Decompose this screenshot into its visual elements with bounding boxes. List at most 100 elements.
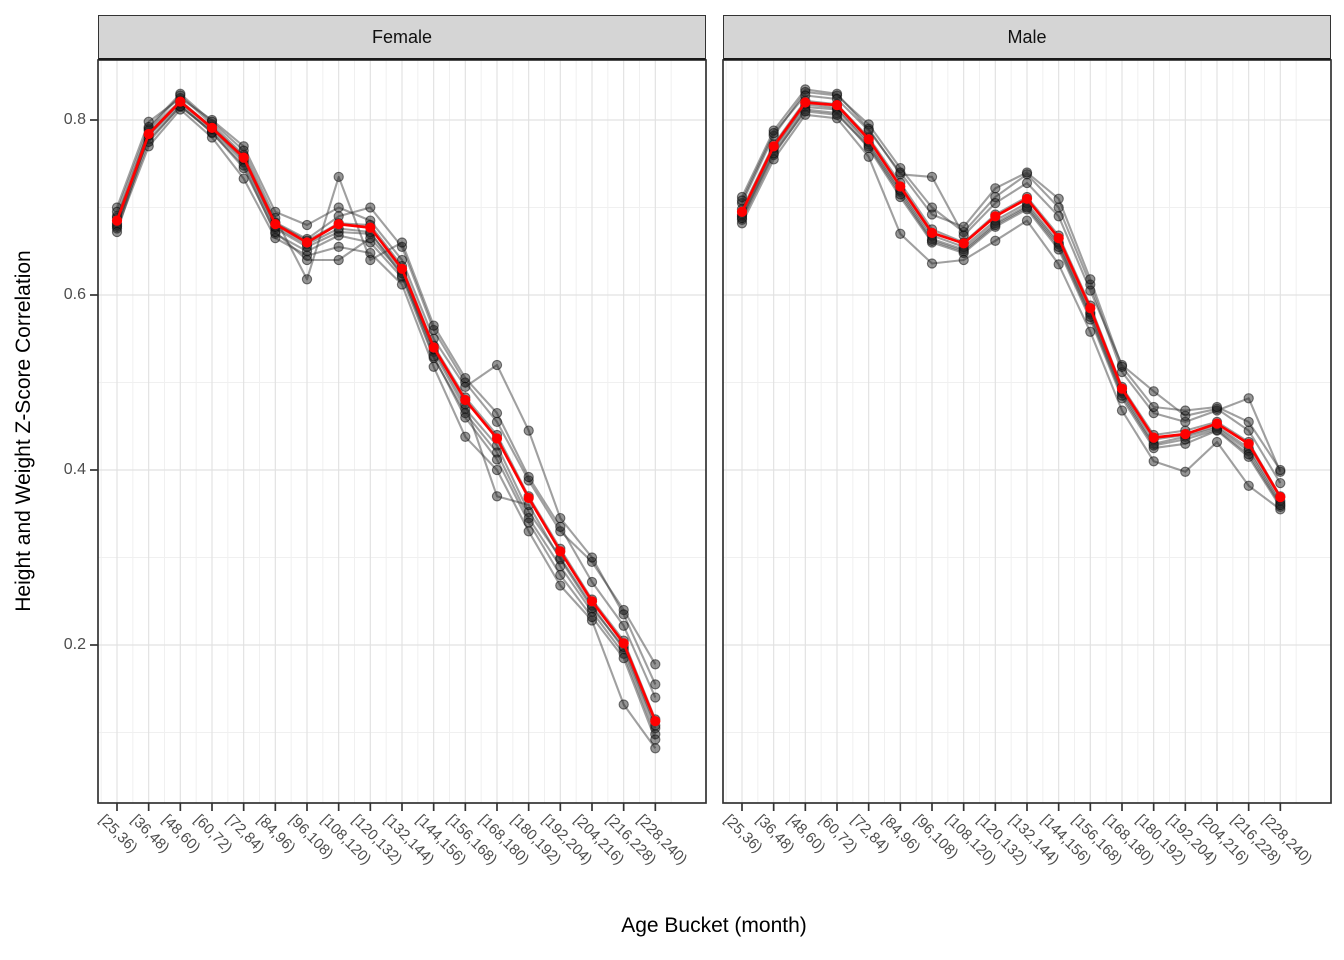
gray-series-point	[586, 552, 598, 563]
mean-series-point	[143, 128, 154, 140]
gray-series-point	[301, 254, 313, 266]
gray-series-line	[116, 105, 657, 729]
gray-series-point	[1148, 456, 1159, 467]
mean-series-point	[491, 433, 503, 444]
mean-series-point	[238, 152, 249, 163]
mean-series-point	[460, 394, 471, 406]
gray-series-point	[990, 183, 1001, 194]
mean-series-point	[800, 97, 811, 108]
mean-series-line	[740, 101, 1282, 498]
gray-series-point	[926, 202, 938, 213]
gray-series-line	[116, 97, 657, 685]
gray-series-point	[333, 202, 344, 213]
mean-series-point	[618, 638, 629, 649]
gray-series-point	[1021, 167, 1033, 178]
gray-series-line	[741, 94, 1282, 471]
gray-series-point	[460, 381, 471, 393]
gray-series-point	[491, 359, 503, 371]
gray-series-point	[1085, 285, 1096, 296]
gray-series-point	[523, 471, 534, 483]
gray-series-line	[116, 108, 657, 749]
gray-series-point	[895, 167, 906, 178]
gray-series-point	[491, 464, 503, 476]
mean-series-point	[1053, 233, 1064, 244]
gray-series-point	[1148, 401, 1159, 413]
gray-series-line	[741, 90, 1282, 473]
gray-series-point	[301, 274, 313, 285]
gray-series-point	[1180, 405, 1191, 416]
gray-series-point	[333, 254, 344, 266]
gray-series-point	[650, 734, 661, 745]
gray-series-point	[831, 88, 843, 99]
gray-series-point	[958, 221, 969, 232]
mean-series-point	[1275, 492, 1286, 503]
gray-series-point	[831, 109, 843, 120]
gray-series-point	[863, 151, 874, 162]
x-axis-title: Age Bucket (month)	[621, 914, 807, 937]
panel-border	[722, 59, 1332, 804]
gray-series-point	[1085, 274, 1096, 285]
gray-series-point	[618, 620, 629, 631]
facet-strip-male-label: Male	[1007, 26, 1047, 47]
mean-series-point	[206, 122, 218, 133]
gray-series-point	[1116, 361, 1128, 372]
y-axis-title: Height and Weight Z-Score Correlation	[12, 250, 35, 612]
gray-series-point	[111, 226, 123, 238]
panel-border	[97, 59, 707, 804]
gray-series-point	[618, 699, 629, 710]
gray-series-point	[768, 125, 779, 136]
gray-series-point	[491, 491, 503, 502]
gray-series-point	[1021, 215, 1033, 226]
gray-series-point	[460, 412, 471, 423]
mean-series-point	[301, 237, 313, 248]
gray-series-point	[428, 320, 439, 331]
mean-series-point	[428, 342, 439, 353]
gray-series-point	[1211, 401, 1223, 413]
mean-series-point	[1116, 383, 1128, 394]
gray-series-point	[555, 521, 566, 533]
gray-series-point	[1243, 480, 1254, 491]
gray-series-line	[741, 105, 1282, 504]
gray-series-point	[1053, 193, 1064, 204]
gray-series-line	[116, 92, 657, 698]
gray-series-point	[958, 254, 969, 266]
gray-series-point	[1053, 211, 1064, 222]
gray-series-point	[460, 372, 471, 384]
mean-series-point	[111, 215, 123, 226]
gray-series-point	[990, 235, 1001, 246]
gray-series-point	[1148, 386, 1159, 397]
facet-strip-female: Female	[98, 15, 706, 60]
facet-strip-male: Male	[723, 15, 1331, 60]
gray-series-point	[333, 230, 344, 241]
gray-series-point	[895, 191, 906, 203]
gray-series-point	[491, 454, 503, 465]
gray-series-point	[650, 659, 661, 670]
gray-series-point	[365, 247, 376, 259]
mean-series-point	[1021, 193, 1033, 204]
gray-series-point	[491, 447, 503, 458]
gray-series-point	[1053, 259, 1064, 270]
mean-series-point	[365, 222, 376, 233]
gray-series-point	[863, 125, 874, 136]
gray-series-point	[1243, 416, 1254, 428]
gray-series-point	[1275, 477, 1286, 489]
gray-series-point	[1085, 326, 1096, 337]
mean-series-point	[926, 227, 938, 238]
gray-series-line	[741, 108, 1282, 508]
mean-series-point	[958, 238, 969, 249]
gray-series-point	[523, 425, 534, 436]
gray-series-line	[741, 113, 1281, 511]
gray-series-point	[301, 219, 313, 231]
gray-series-point	[396, 237, 408, 248]
mean-series-point	[1180, 429, 1191, 440]
mean-series-point	[1211, 418, 1223, 429]
mean-series-point	[1148, 432, 1159, 443]
gray-series-point	[800, 109, 811, 120]
gray-series-point	[650, 743, 661, 754]
facet-strip-female-label: Female	[371, 26, 433, 47]
gray-series-point	[1180, 410, 1191, 421]
gray-series-point	[333, 241, 344, 253]
gray-series-point	[990, 197, 1001, 209]
